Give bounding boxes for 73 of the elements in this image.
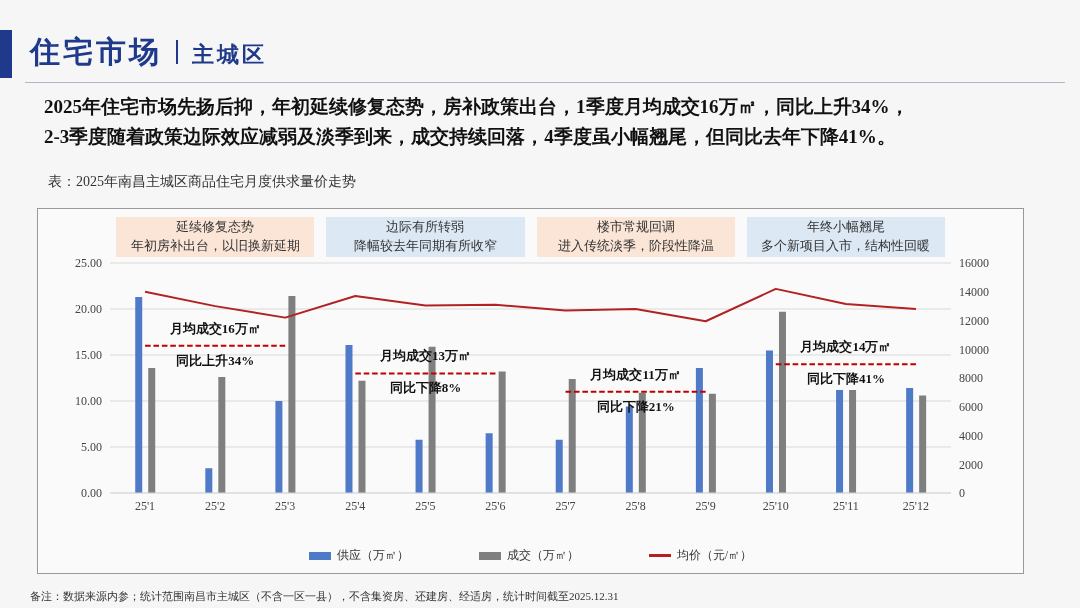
x-tick-label: 25'1 [134,498,156,513]
bar [849,389,857,493]
text: 备注：数据来源内参；统计范围南昌市主城区（不含一区一县），不含集资房、还建房、经适房，统计时间截至2025.12.31 [30,589,619,604]
bar [778,311,786,493]
x-tick-label: 25'9 [695,498,716,513]
x-tick-label: 25'11 [833,498,859,513]
y2-tick-label: 10000 [959,342,989,357]
text: 年终小幅翘尾 [805,218,886,236]
bar [568,378,576,493]
bar [148,367,156,493]
text: 降幅较去年同期有所收窄 [352,237,498,255]
annotation: 月均成交11万㎡ [589,366,681,382]
chart-title: 住宅市场 [30,35,162,68]
bar [415,439,423,493]
y2-tick-label: 12000 [959,313,989,328]
y2-tick-label: 8000 [959,371,983,386]
chart-subtitle: 主城区 [192,42,267,67]
bar [275,401,283,493]
y-tick-label: 15.00 [75,348,102,363]
annotation: 同比下降8% [389,380,462,396]
annotation: 月均成交14万㎡ [799,339,892,355]
y-tick-label: 20.00 [75,302,102,317]
x-tick-label: 25'2 [205,498,226,513]
bar [498,371,506,493]
bar [345,344,353,493]
y-tick-label: 10.00 [75,394,102,409]
legend-label: 成交（万㎡） [506,547,579,564]
bar [919,395,927,493]
x-tick-label: 25'3 [275,498,296,513]
bar [765,350,773,493]
x-tick-label: 25'6 [485,498,506,513]
text: 边际有所转弱 [385,218,466,236]
bar [485,433,493,493]
annotation: 同比下降21% [596,398,675,414]
x-tick-label: 25'12 [902,498,930,513]
legend-label: 供应（万㎡） [336,547,409,564]
x-tick-label: 25'10 [762,498,789,513]
bar [218,377,226,493]
x-tick-label: 25'5 [415,498,436,513]
y2-tick-label: 16000 [959,256,989,271]
x-tick-label: 25'4 [345,498,366,513]
bar [205,468,213,493]
text: 楼市常规回调 [595,218,676,236]
y2-tick-label: 0 [959,486,965,501]
annotation: 月均成交16万㎡ [168,320,261,336]
bar [836,389,844,493]
annotation: 月均成交13万㎡ [378,348,471,364]
text: 年初房补出台，以旧换新延期 [129,237,301,255]
legend-label: 均价（元/㎡） [676,547,753,564]
text: 多个新项目入市，结构性回暖 [760,237,932,255]
text: 进入传统淡季，阶段性降温 [556,237,715,255]
bar [358,380,366,493]
bar [708,393,716,493]
x-tick-label: 25'7 [555,498,576,513]
text: 表：2025年南昌主城区商品住宅月度供求量价走势 [48,173,356,191]
line-series [144,287,917,323]
bar [135,297,143,493]
annotation: 同比下降41% [806,371,885,387]
y2-tick-label: 2000 [959,457,983,472]
text: 2025年住宅市场先扬后抑，年初延续修复态势，房补政策出台，1季度月均成交16万㎡，同比上升34%， 2-3季度随着政策边际效应减弱及淡季到来，成交持续回落，4季度虽小幅翘尾，但同比去年下降41%。 [44,95,909,149]
x-tick-label: 25'8 [625,498,646,513]
y2-tick-label: 6000 [959,400,983,415]
annotation: 同比上升34% [176,352,255,368]
bar [695,367,703,493]
y-tick-label: 25.00 [75,256,102,271]
y2-tick-label: 14000 [959,285,989,300]
y2-tick-label: 4000 [959,428,983,443]
y-tick-label: 5.00 [81,440,102,455]
y-tick-label: 0.00 [81,486,102,501]
text: 延续修复态势 [175,218,256,236]
bar [555,439,563,493]
bar [906,388,914,493]
bar [288,296,296,493]
